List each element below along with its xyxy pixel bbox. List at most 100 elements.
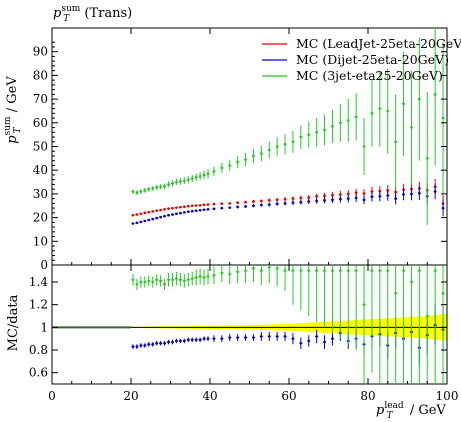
series-dijet-point <box>228 206 232 209</box>
series-3jet-point <box>299 135 303 139</box>
ratio-series-3jet-point <box>418 269 421 272</box>
series-3jet-point <box>175 180 178 184</box>
y-tick-label: 50 <box>33 140 48 154</box>
series-dijet-point <box>194 209 198 213</box>
series-leadjet-point <box>291 197 295 200</box>
series-dijet-point <box>244 205 247 208</box>
title-symbol: p <box>53 6 62 21</box>
series-dijet-point <box>386 194 390 197</box>
ratio-series-3jet-point <box>275 267 279 270</box>
series-3jet-point <box>354 115 358 119</box>
ratio-series-3jet-point <box>402 269 405 272</box>
tick-layer: 0 20 40 60 80 100 0 10 20 30 40 50 60 70 80 90 0.6 0.8 1 1.… <box>29 28 458 403</box>
series-3jet-point <box>198 174 202 178</box>
series-3jet-point <box>228 164 232 167</box>
series-leadjet-point <box>252 200 255 203</box>
legend-label: MC (Dijet-25eta-20GeV) <box>296 52 449 67</box>
ratio-series-dijet-point <box>194 338 198 342</box>
series-leadjet-point <box>307 196 311 199</box>
ratio-series-3jet-point <box>143 280 147 284</box>
series-3jet-point <box>283 142 287 146</box>
series-dijet-point <box>159 215 162 219</box>
ratio-series-dijet-point <box>198 338 202 342</box>
ratio-series-dijet-point <box>315 335 318 338</box>
ratio-tick-label: 0.8 <box>29 343 48 357</box>
series-3jet-point <box>143 189 147 192</box>
series-leadjet-point <box>244 200 247 204</box>
ratio-series-dijet-point <box>228 336 232 339</box>
ratio-series-3jet-point <box>151 280 155 284</box>
series-leadjet-point <box>167 207 170 210</box>
y-tick-label: 90 <box>33 45 48 59</box>
ratio-series-3jet-point <box>299 269 303 272</box>
ratio-series-3jet-point <box>267 265 271 269</box>
series-leadjet-point <box>378 189 382 193</box>
series-3jet-point <box>159 185 162 189</box>
ratio-series-dijet-point <box>167 340 170 344</box>
series-3jet-point <box>370 112 374 115</box>
series-3jet-point <box>323 128 326 132</box>
series-3jet-point <box>155 185 158 189</box>
ratio-series-dijet-point <box>236 336 239 339</box>
series-leadjet-point <box>171 206 174 210</box>
ratio-series-3jet-point <box>425 314 429 318</box>
ratio-series-dijet-point <box>131 345 135 348</box>
series-dijet-point <box>198 208 202 212</box>
ratio-series-3jet-point <box>244 269 247 272</box>
y-tick-label: 70 <box>33 92 48 106</box>
ratio-series-dijet-point <box>159 341 162 345</box>
legend-label: MC (3jet-eta25-20GeV) <box>296 68 443 83</box>
y-axis-label: psumT / GeV <box>3 76 23 144</box>
chart-title: psum T (Trans) <box>53 4 132 24</box>
series-dijet-point <box>370 195 374 199</box>
y-tick-label: 20 <box>33 211 48 225</box>
series-dijet-point <box>183 211 186 214</box>
series-dijet-point <box>260 203 263 207</box>
series-dijet-point <box>151 217 155 221</box>
series-leadjet-point <box>212 202 216 206</box>
series-leadjet-point <box>228 202 232 205</box>
series-leadjet-point <box>202 203 206 207</box>
series-dijet-point <box>190 209 194 213</box>
ratio-series-3jet-point <box>307 269 311 272</box>
series-dijet-point <box>206 208 210 211</box>
series-3jet-point <box>212 170 216 173</box>
ratio-series-dijet-point <box>179 339 182 343</box>
ratio-series-dijet-point <box>151 343 155 346</box>
series-dijet-point <box>402 193 405 196</box>
series-3jet-point <box>244 158 247 161</box>
series-dijet-point <box>179 211 182 215</box>
ratio-series-3jet-point <box>291 269 295 272</box>
y-tick-label: 0 <box>40 258 48 272</box>
ratio-series-3jet-point <box>260 269 263 272</box>
ratio-series-3jet-point <box>433 269 437 272</box>
series-leadjet-point <box>198 203 202 207</box>
series-dijet-point <box>346 197 350 200</box>
series-dijet-point <box>139 220 143 224</box>
ratio-series-dijet-point <box>252 336 255 339</box>
ratio-series-3jet-point <box>441 292 445 295</box>
ratio-series-3jet-point <box>190 277 194 280</box>
series-dijet-point <box>220 206 224 210</box>
series-dijet-point <box>267 203 271 206</box>
series-leadjet-point <box>179 205 182 209</box>
ratio-series-3jet-point <box>228 272 232 276</box>
series-leadjet-point <box>175 206 178 209</box>
series-dijet-point <box>212 207 216 211</box>
series-3jet-point <box>171 181 174 185</box>
x-tick-label: 0 <box>48 389 56 403</box>
y-tick-label: 40 <box>33 163 48 177</box>
series-leadjet-point <box>283 197 287 201</box>
title-subscript: T <box>63 14 70 24</box>
y-tick-label: 30 <box>33 187 48 201</box>
ratio-series-3jet-point <box>354 269 358 272</box>
ratio-series-3jet-point <box>159 279 162 283</box>
ratio-series-dijet-point <box>202 337 206 340</box>
series-dijet-point <box>362 198 366 202</box>
series-leadjet-point <box>394 190 397 194</box>
title-rest: (Trans) <box>80 6 132 21</box>
series-3jet-point <box>275 145 279 148</box>
ratio-series-3jet-point <box>186 278 190 282</box>
ratio-series-3jet-point <box>147 279 151 283</box>
